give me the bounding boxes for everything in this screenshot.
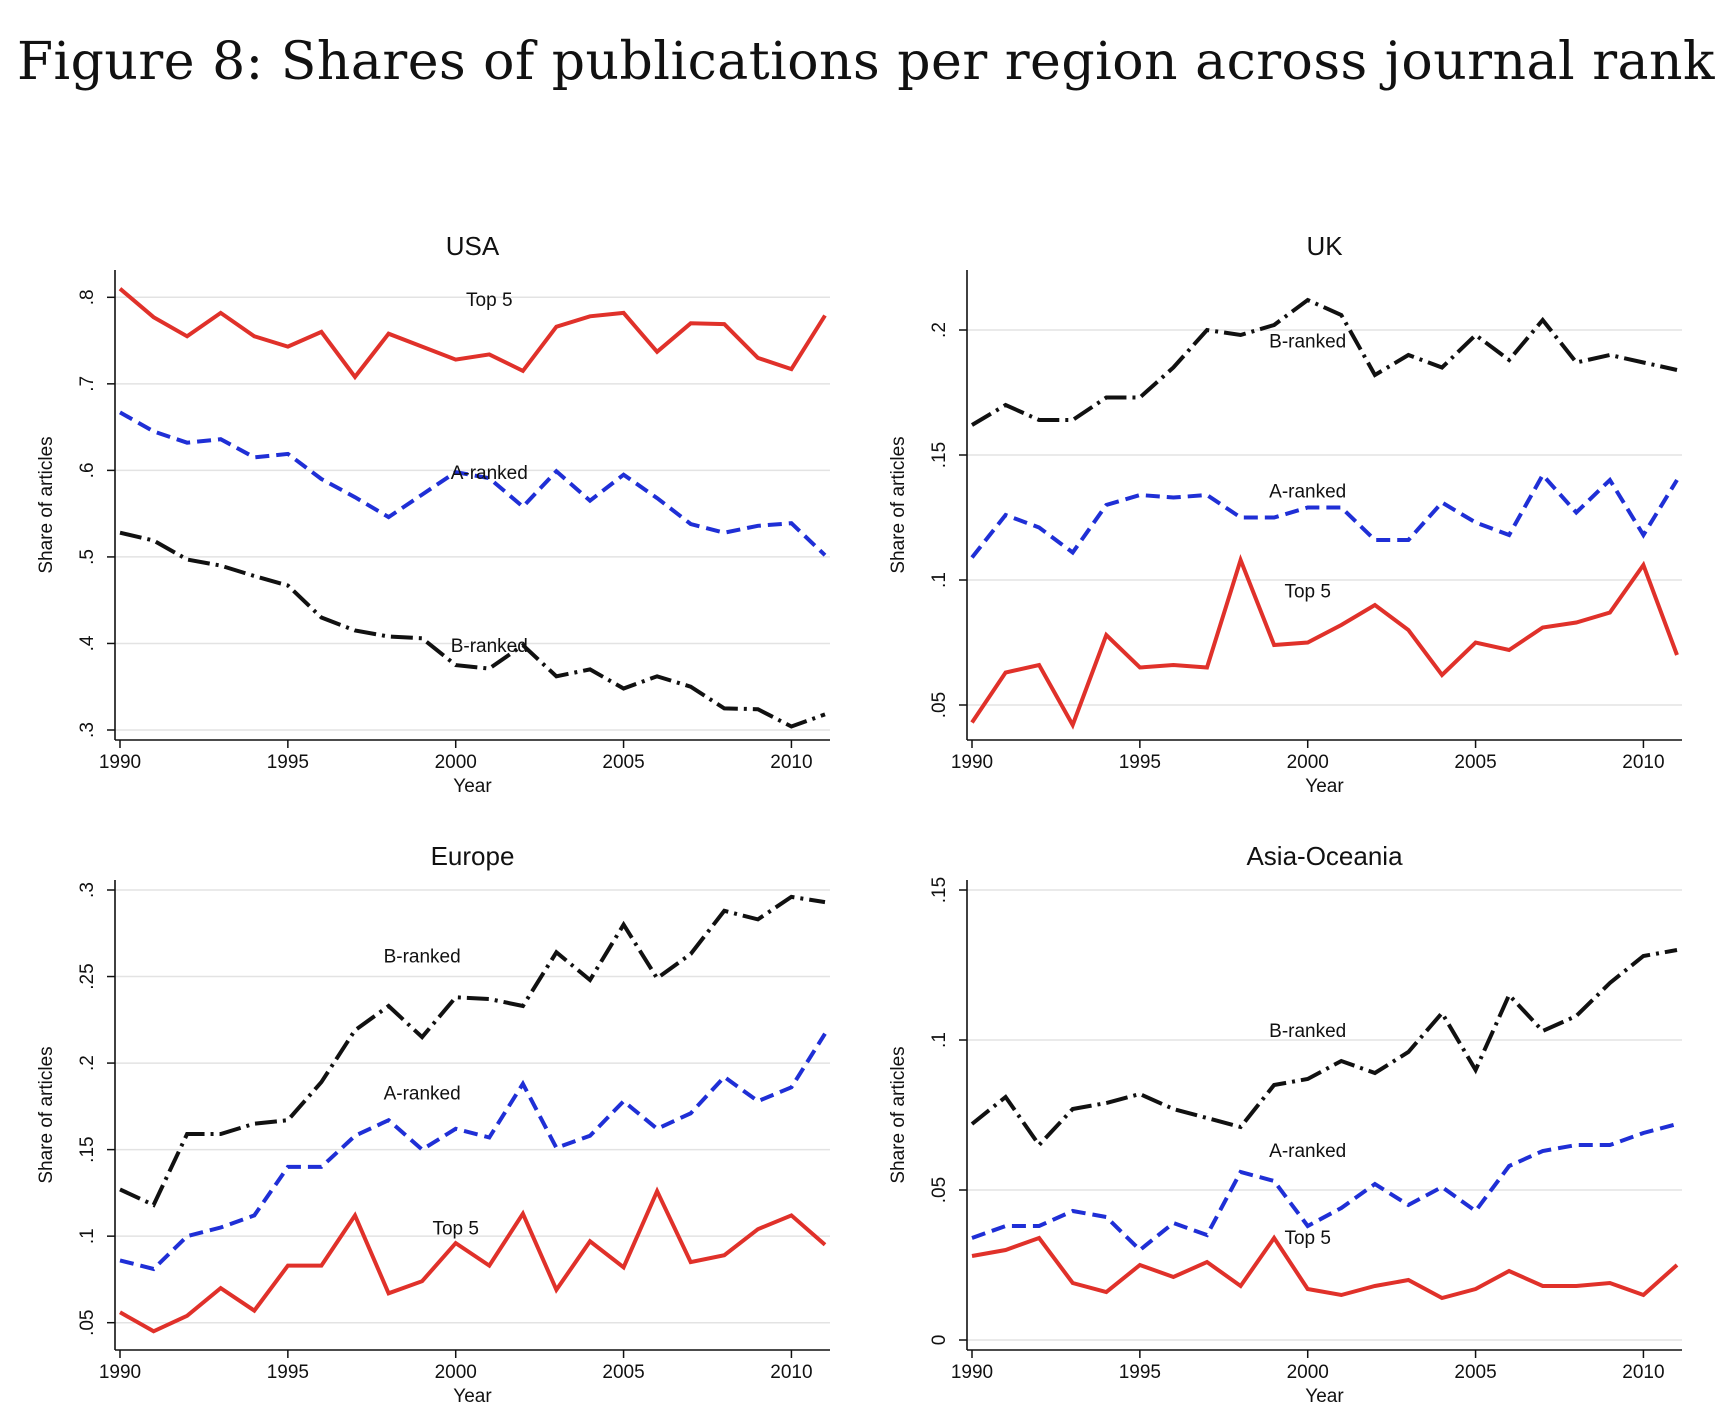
y-tick-label: .1: [929, 1032, 950, 1048]
chart-title: USA: [446, 231, 500, 261]
x-axis-title: Year: [1305, 776, 1344, 797]
panel-usa: USA .3 .4 .5 .6 .7 .8 1990 1995 2000 2005 2010 Year S…: [30, 225, 850, 815]
series-label-top5: Top 5: [466, 290, 512, 311]
chart-title: UK: [1306, 231, 1343, 261]
x-tick-label: 1995: [1119, 752, 1161, 773]
y-tick-label: .2: [77, 1055, 98, 1071]
panel-europe: Europe .05 .1 .15 .2 .25 .3 1990 1995 2000 2005 201…: [30, 835, 850, 1425]
y-tick-label: .15: [929, 442, 950, 468]
y-tick-label: .4: [77, 635, 98, 651]
chart-svg: USA .3 .4 .5 .6 .7 .8 1990 1995 2000 2005 2010 Year S…: [36, 231, 830, 797]
x-axis-title: Year: [453, 776, 492, 797]
chart-title: Europe: [431, 841, 515, 871]
y-tick-label: 0: [929, 1335, 950, 1346]
panel-asia-oceania: Asia-Oceania 0 .05 .1 .15 1990 1995 2000 2005 201…: [882, 835, 1702, 1425]
y-tick-label: .3: [77, 722, 98, 738]
y-axis-title: Share of articles: [888, 436, 909, 573]
y-tick-label: .2: [929, 322, 950, 338]
series-label-top5: Top 5: [1284, 1228, 1330, 1249]
series-line-a-ranked: [119, 1032, 827, 1272]
chart-svg: Asia-Oceania 0 .05 .1 .15 1990 1995 2000 2005 201…: [888, 841, 1682, 1407]
series-line-top5: [970, 553, 1679, 730]
x-tick-label: 1990: [951, 752, 993, 773]
x-tick-label: 2000: [1287, 752, 1329, 773]
y-tick-label: .15: [929, 877, 950, 903]
series-line-b-ranked: [119, 530, 826, 729]
y-tick-label: .1: [77, 1228, 98, 1244]
x-tick-label: 1995: [1119, 1362, 1161, 1383]
x-tick-label: 2010: [770, 752, 812, 773]
y-tick-label: .7: [77, 376, 98, 392]
x-tick-label: 2000: [435, 752, 477, 773]
chart-title: Asia-Oceania: [1246, 841, 1403, 871]
series-label-top5: Top 5: [1284, 582, 1330, 603]
x-tick-label: 1995: [267, 1362, 309, 1383]
y-tick-label: .25: [77, 963, 98, 989]
chart-svg: UK .05 .1 .15 .2 1990 1995 2000 2005 2010 Year Shar…: [888, 231, 1682, 797]
y-tick-label: .1: [929, 572, 950, 588]
series-label-a-ranked: A-ranked: [1269, 482, 1346, 503]
series-label-a-ranked: A-ranked: [1269, 1141, 1346, 1162]
series-label-b-ranked: B-ranked: [1269, 1021, 1346, 1042]
y-tick-label: .05: [929, 692, 950, 718]
y-axis-title: Share of articles: [36, 436, 57, 573]
x-tick-label: 2005: [1454, 752, 1496, 773]
series-line-a-ranked: [119, 410, 827, 557]
series-line-top5: [971, 1234, 1679, 1301]
figure-title: Figure 8: Shares of publications per reg…: [16, 32, 1716, 92]
chart-svg: Europe .05 .1 .15 .2 .25 .3 1990 1995 2000 2005 201…: [36, 841, 830, 1407]
panel-uk: UK .05 .1 .15 .2 1990 1995 2000 2005 2010 Year Shar…: [882, 225, 1702, 815]
y-axis-title: Share of articles: [36, 1046, 57, 1183]
x-tick-label: 2010: [1622, 1362, 1664, 1383]
series-line-b-ranked: [970, 948, 1678, 1149]
y-tick-label: .3: [77, 882, 98, 898]
y-tick-label: .5: [77, 549, 98, 565]
y-tick-label: .15: [77, 1136, 98, 1162]
series-label-b-ranked: B-ranked: [451, 636, 528, 657]
series-line-top5: [118, 287, 827, 381]
y-tick-label: .05: [77, 1309, 98, 1335]
x-axis-title: Year: [1305, 1386, 1344, 1407]
series-label-b-ranked: B-ranked: [384, 947, 461, 968]
x-tick-label: 1995: [267, 752, 309, 773]
series-line-top5: [119, 1186, 827, 1334]
y-axis-title: Share of articles: [888, 1046, 909, 1183]
x-tick-label: 2010: [770, 1362, 812, 1383]
x-axis-title: Year: [453, 1386, 492, 1407]
y-tick-label: .05: [929, 1177, 950, 1203]
y-tick-label: .8: [77, 289, 98, 305]
series-line-b-ranked: [970, 297, 1678, 427]
series-label-a-ranked: A-ranked: [384, 1083, 461, 1104]
x-tick-label: 2005: [602, 752, 644, 773]
x-tick-label: 1990: [951, 1362, 993, 1383]
series-line-a-ranked: [971, 1122, 1678, 1253]
series-label-top5: Top 5: [432, 1218, 478, 1239]
series-label-a-ranked: A-ranked: [451, 463, 528, 484]
series-line-b-ranked: [119, 894, 826, 1208]
x-tick-label: 1990: [99, 752, 141, 773]
x-tick-label: 2010: [1622, 752, 1664, 773]
y-tick-label: .6: [77, 462, 98, 478]
series-line-a-ranked: [970, 471, 1679, 559]
x-tick-label: 2000: [435, 1362, 477, 1383]
x-tick-label: 2005: [1454, 1362, 1496, 1383]
x-tick-label: 2000: [1287, 1362, 1329, 1383]
series-label-b-ranked: B-ranked: [1269, 332, 1346, 353]
x-tick-label: 2005: [602, 1362, 644, 1383]
x-tick-label: 1990: [99, 1362, 141, 1383]
